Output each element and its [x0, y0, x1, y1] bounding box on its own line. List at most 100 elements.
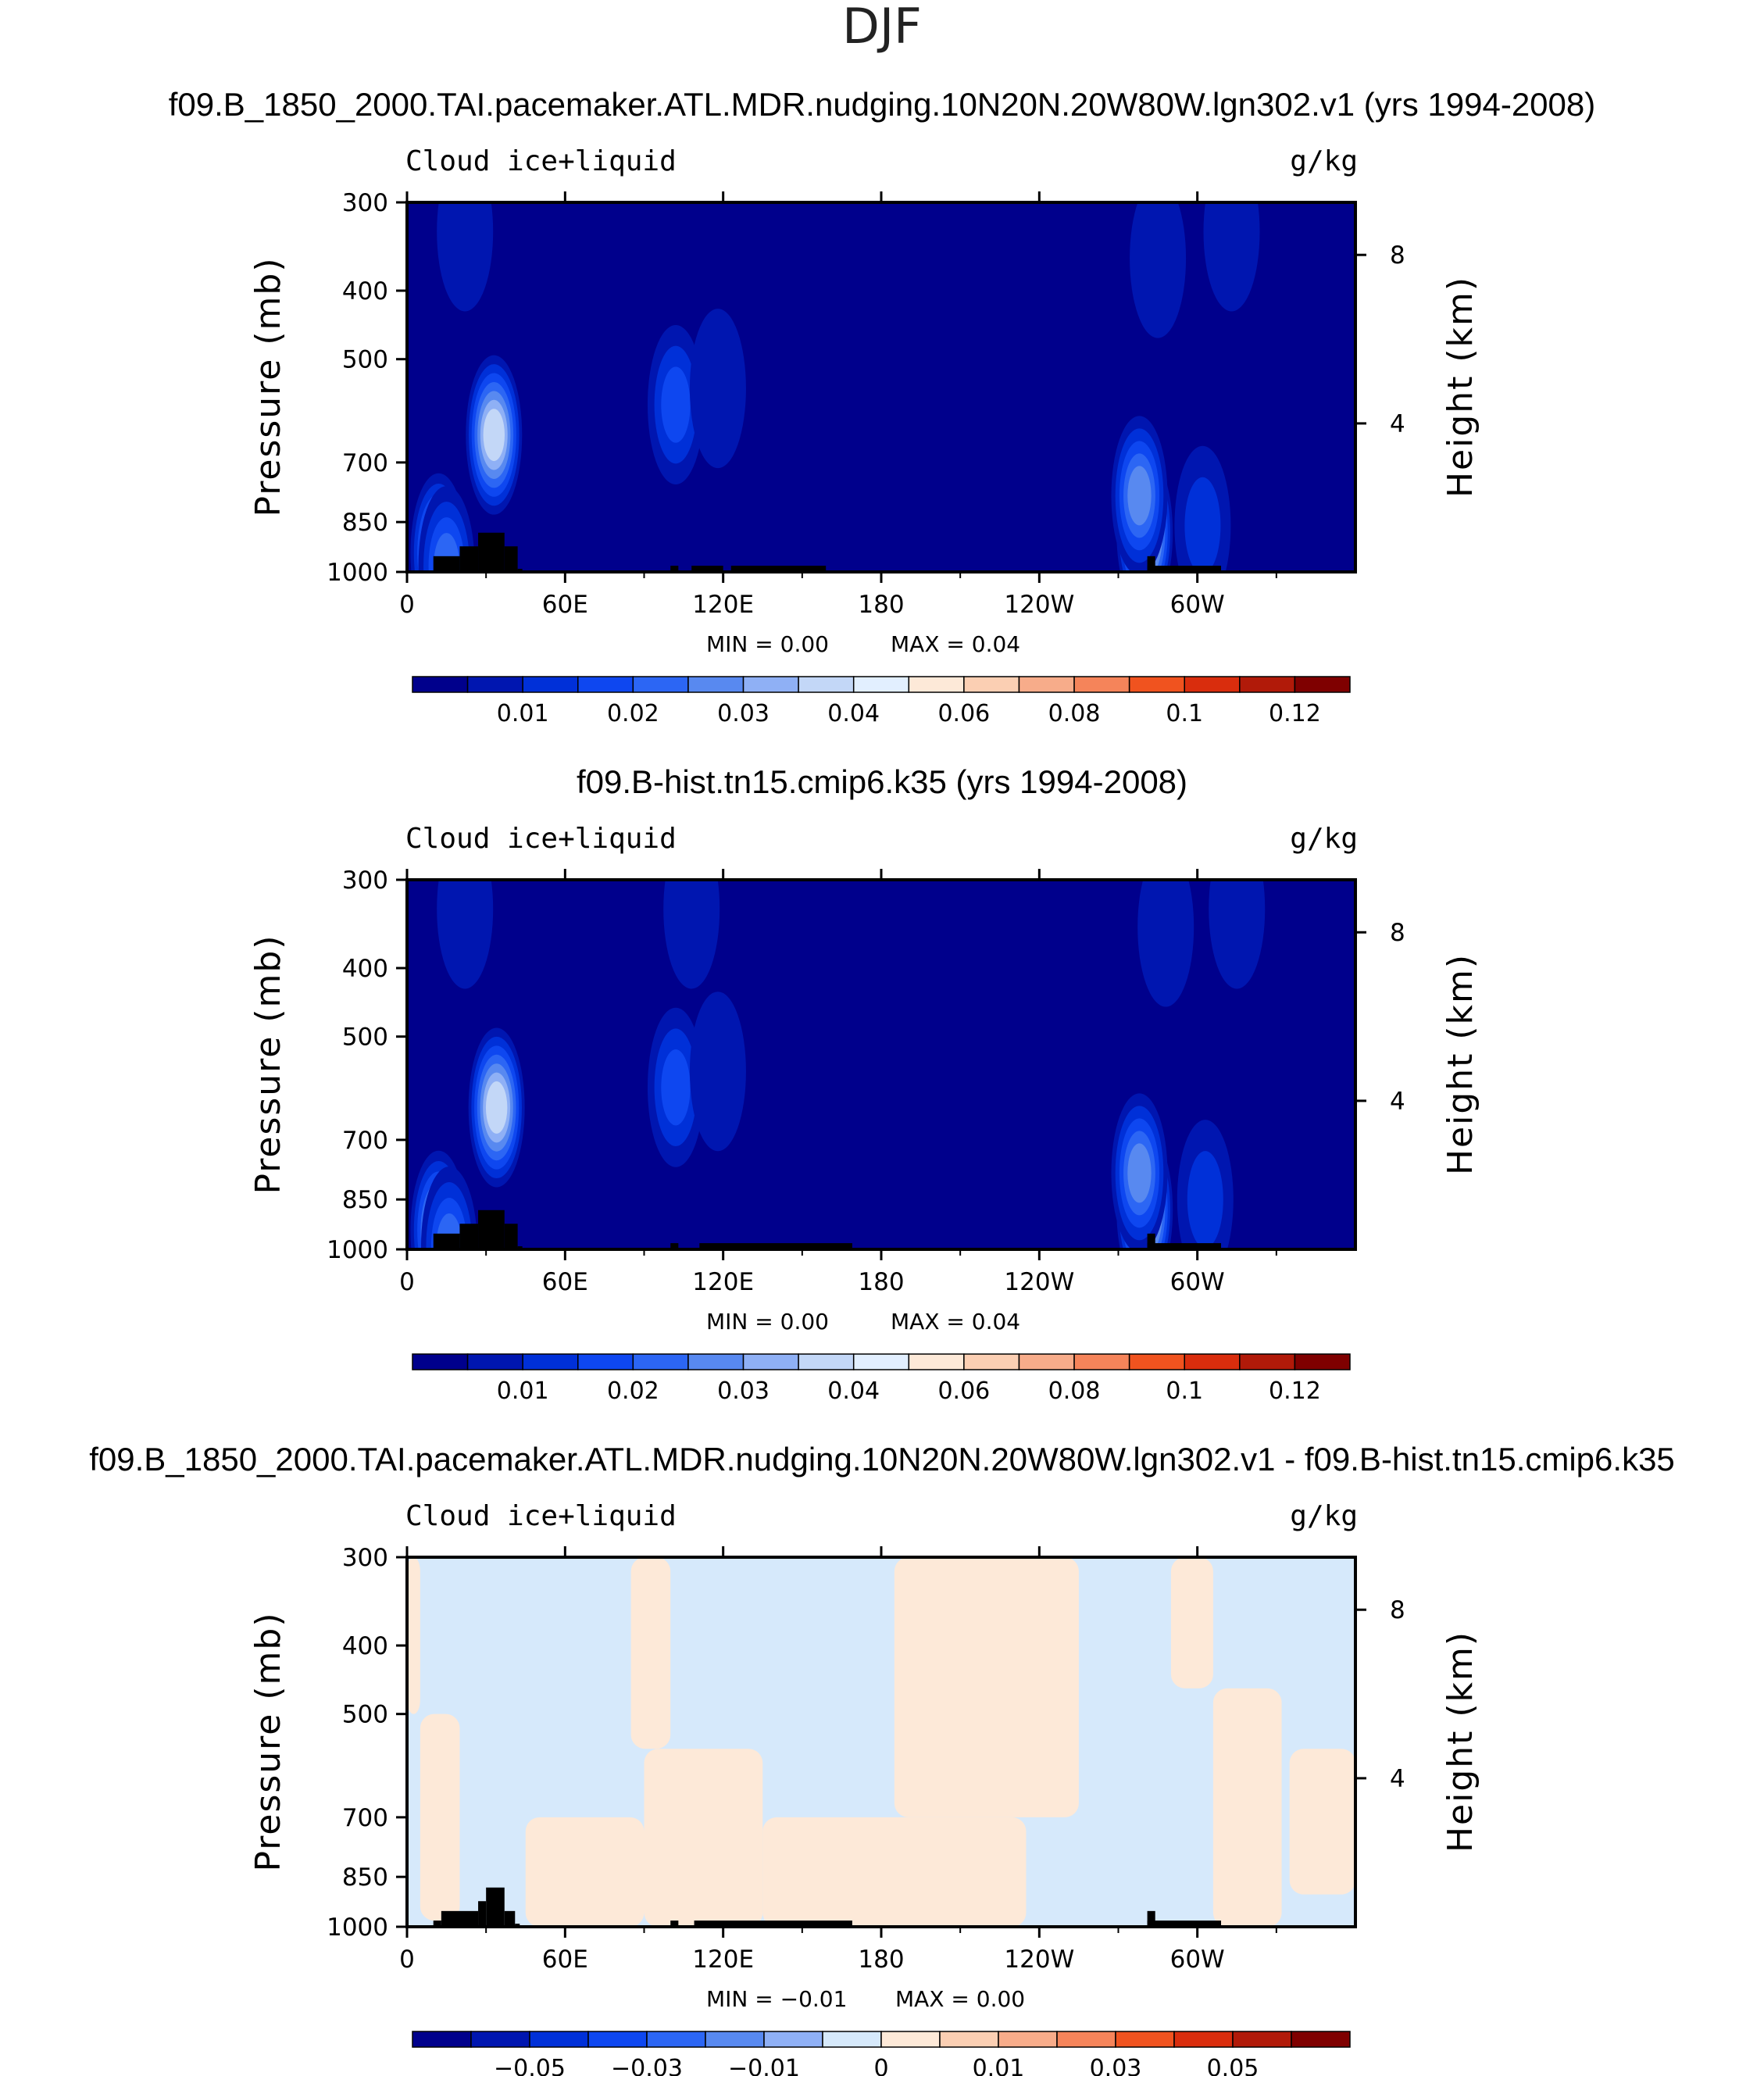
contour-feature — [485, 1081, 508, 1134]
y-tick-label: 1000 — [327, 1913, 388, 1942]
x-tick-label: 120E — [692, 591, 754, 619]
axes: 0 60E 120E 180 120W 60W 300 400 500 700 850 1000 8 4 — [327, 866, 1405, 1296]
y-tick-label: 700 — [342, 1804, 388, 1832]
difference-region — [1212, 1688, 1282, 1927]
colorbar-tick-label: 0.12 — [1269, 700, 1321, 727]
colorbar-swatch — [798, 676, 855, 693]
colorbar-swatch — [522, 1353, 579, 1370]
terrain-block — [504, 1910, 516, 1927]
colorbar-tick-label: 0.04 — [827, 1377, 880, 1405]
contour-plot — [407, 880, 1355, 1249]
y-tick-label: 1000 — [327, 1236, 388, 1264]
colorbar-tick-label: 0.02 — [607, 700, 659, 727]
colorbar-swatch — [742, 1353, 799, 1370]
colorbar: 0.01 0.02 0.03 0.04 0.06 0.08 0.1 0.12 — [412, 1353, 1351, 1405]
colorbar-swatch — [963, 1353, 1020, 1370]
panel-title: f09.B-hist.tn15.cmip6.k35 (yrs 1994-2008… — [577, 763, 1187, 800]
colorbar-swatch — [798, 1353, 855, 1370]
plot-area — [407, 880, 1355, 1249]
variable-label: Cloud ice+liquid — [405, 1500, 677, 1532]
terrain-block — [1147, 1243, 1222, 1249]
colorbar-swatch — [1018, 676, 1075, 693]
terrain-block — [459, 546, 479, 572]
colorbar-swatch — [908, 676, 965, 693]
y-tick-label: 850 — [342, 1863, 388, 1892]
contour-feature — [689, 309, 746, 469]
y-axis-right-label: Height (km) — [1441, 1631, 1480, 1853]
colorbar-swatch — [880, 2031, 941, 2048]
x-tick-label: 180 — [858, 1946, 904, 1974]
panel-middle: f09.B-hist.tn15.cmip6.k35 (yrs 1994-2008… — [248, 763, 1480, 1405]
x-tick-label: 0 — [399, 1268, 415, 1296]
contour-feature — [661, 1049, 691, 1126]
colorbar-swatch — [742, 676, 799, 693]
difference-region — [525, 1817, 645, 1927]
max-label: MAX = 0.00 — [895, 1986, 1025, 2012]
colorbar-tick-label: 0.12 — [1269, 1377, 1321, 1405]
terrain-block — [1147, 566, 1222, 572]
colorbar-swatch — [466, 1353, 523, 1370]
min-label: MIN = 0.00 — [706, 631, 829, 657]
colorbar-tick-label: 0.02 — [607, 1377, 659, 1405]
y-tick-label: 850 — [342, 1186, 388, 1214]
y-right-tick-label: 8 — [1390, 241, 1405, 270]
colorbar-swatch — [466, 676, 523, 693]
colorbar-swatch — [852, 1353, 910, 1370]
colorbar-swatch — [470, 2031, 530, 2048]
panel-title: f09.B_1850_2000.TAI.pacemaker.ATL.MDR.nu… — [169, 86, 1596, 123]
terrain-block — [699, 1243, 852, 1249]
terrain-block — [670, 1921, 679, 1927]
y-tick-label: 300 — [342, 866, 388, 895]
difference-region — [420, 1713, 460, 1921]
terrain-block — [441, 1910, 479, 1927]
colorbar-tick-label: −0.03 — [611, 2055, 683, 2076]
plot-area — [407, 1557, 1355, 1927]
y-right-tick-label: 4 — [1390, 1765, 1405, 1793]
y-tick-label: 850 — [342, 509, 388, 537]
colorbar-swatch — [852, 676, 910, 693]
colorbar-tick-label: 0 — [873, 2055, 888, 2076]
units-label: g/kg — [1290, 145, 1358, 177]
y-right-tick-label: 4 — [1390, 1088, 1405, 1116]
colorbar-swatch — [1232, 2031, 1292, 2048]
difference-region — [1289, 1749, 1355, 1895]
colorbar-tick-label: 0.01 — [497, 700, 549, 727]
x-tick-label: 60E — [542, 1946, 588, 1974]
colorbar-swatch — [687, 1353, 745, 1370]
contour-feature — [1209, 880, 1266, 989]
contour-feature — [1203, 202, 1260, 312]
contour-feature — [663, 880, 720, 989]
colorbar-swatch — [763, 2031, 823, 2048]
terrain-block — [1147, 556, 1155, 572]
contour-feature — [1127, 466, 1152, 526]
y-tick-label: 700 — [342, 449, 388, 477]
contour-feature — [1137, 880, 1194, 1007]
units-label: g/kg — [1290, 823, 1358, 855]
contour-feature — [437, 880, 494, 989]
y-tick-label: 500 — [342, 346, 388, 374]
y-axis-right-label: Height (km) — [1441, 953, 1480, 1175]
colorbar-swatch — [1184, 676, 1241, 693]
y-tick-label: 300 — [342, 189, 388, 217]
x-tick-label: 0 — [399, 1946, 415, 1974]
colorbar-swatch — [412, 1353, 469, 1370]
x-tick-label: 120W — [1004, 1946, 1074, 1974]
colorbar-tick-label: 0.05 — [1207, 2055, 1259, 2076]
colorbar-tick-label: 0.01 — [497, 1377, 549, 1405]
x-tick-label: 120W — [1004, 591, 1074, 619]
terrain-block — [1147, 1233, 1155, 1249]
colorbar-swatch — [1115, 2031, 1175, 2048]
colorbar-swatch — [963, 676, 1020, 693]
x-tick-label: 0 — [399, 591, 415, 619]
x-tick-label: 60W — [1170, 591, 1225, 619]
min-label: MIN = −0.01 — [706, 1986, 847, 2012]
colorbar-swatch — [632, 1353, 689, 1370]
contour-plot — [407, 202, 1355, 572]
colorbar-tick-label: 0.04 — [827, 700, 880, 727]
colorbar-swatch — [1056, 2031, 1116, 2048]
colorbar-swatch — [1173, 2031, 1234, 2048]
x-tick-label: 60E — [542, 1268, 588, 1296]
y-right-tick-label: 4 — [1390, 410, 1405, 438]
terrain-block — [670, 566, 679, 572]
colorbar-swatch — [822, 2031, 882, 2048]
